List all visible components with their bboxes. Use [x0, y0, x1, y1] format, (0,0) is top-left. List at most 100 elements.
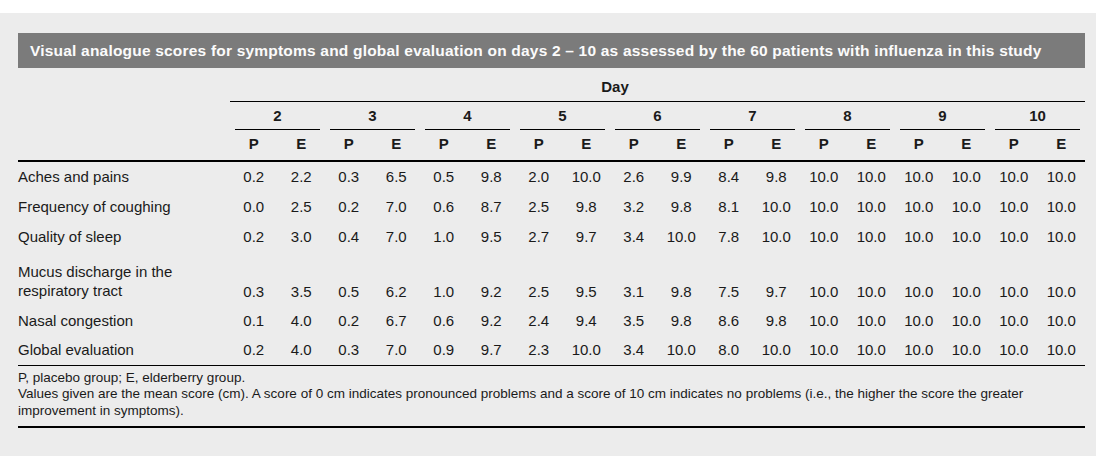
- score-cell: 2.6: [610, 161, 658, 191]
- score-cell: 2.3: [515, 335, 563, 365]
- score-cell: 7.5: [705, 251, 753, 305]
- score-cell: 9.8: [658, 191, 706, 221]
- day-column-header: 2: [230, 102, 325, 131]
- group-subheader: P: [895, 130, 943, 161]
- table-body: Aches and pains0.22.20.36.50.59.82.010.0…: [18, 161, 1085, 365]
- score-cell: 2.5: [278, 191, 326, 221]
- table-row: Aches and pains0.22.20.36.50.59.82.010.0…: [18, 161, 1085, 191]
- score-cell: 10.0: [895, 161, 943, 191]
- score-cell: 6.5: [373, 161, 421, 191]
- score-cell: 9.4: [563, 305, 611, 335]
- day-number: 10: [995, 106, 1080, 130]
- score-cell: 0.3: [230, 251, 278, 305]
- score-cell: 10.0: [990, 305, 1038, 335]
- score-cell: 9.2: [468, 251, 516, 305]
- day-number: 3: [330, 106, 415, 130]
- score-cell: 0.9: [420, 335, 468, 365]
- day-column-header: 8: [800, 102, 895, 131]
- score-cell: 6.7: [373, 305, 421, 335]
- score-cell: 10.0: [800, 161, 848, 191]
- group-subheader: P: [800, 130, 848, 161]
- table-title: Visual analogue scores for symptoms and …: [30, 42, 1042, 60]
- score-cell: 9.8: [658, 251, 706, 305]
- score-cell: 10.0: [848, 161, 896, 191]
- score-cell: 10.0: [753, 335, 801, 365]
- score-cell: 9.8: [563, 191, 611, 221]
- group-subheader: E: [278, 130, 326, 161]
- score-cell: 0.0: [230, 191, 278, 221]
- score-cell: 7.0: [373, 335, 421, 365]
- group-subheader: P: [230, 130, 278, 161]
- score-cell: 9.7: [468, 335, 516, 365]
- group-subheader: E: [468, 130, 516, 161]
- score-cell: 10.0: [895, 335, 943, 365]
- score-cell: 0.2: [230, 161, 278, 191]
- score-cell: 10.0: [800, 305, 848, 335]
- score-cell: 10.0: [563, 335, 611, 365]
- score-cell: 10.0: [1038, 305, 1086, 335]
- day-column-header: 5: [515, 102, 610, 131]
- score-cell: 2.4: [515, 305, 563, 335]
- row-label: Frequency of coughing: [18, 191, 230, 221]
- score-cell: 0.3: [325, 335, 373, 365]
- score-cell: 10.0: [848, 191, 896, 221]
- score-cell: 3.5: [610, 305, 658, 335]
- row-label: Nasal congestion: [18, 305, 230, 335]
- footnote-groups: P, placebo group; E, elderberry group.: [18, 370, 1085, 387]
- row-label: Quality of sleep: [18, 221, 230, 251]
- row-label: Mucus discharge in the respiratory tract: [18, 251, 230, 305]
- day-number: 2: [235, 106, 320, 130]
- score-cell: 8.6: [705, 305, 753, 335]
- day-number-row: 2345678910: [18, 102, 1085, 131]
- score-cell: 0.1: [230, 305, 278, 335]
- score-cell: 10.0: [800, 251, 848, 305]
- score-cell: 2.5: [515, 191, 563, 221]
- score-cell: 7.8: [705, 221, 753, 251]
- score-cell: 10.0: [753, 191, 801, 221]
- group-subheader: E: [1038, 130, 1086, 161]
- group-subheader: E: [658, 130, 706, 161]
- score-cell: 10.0: [943, 161, 991, 191]
- group-subheader: E: [563, 130, 611, 161]
- table-title-bar: Visual analogue scores for symptoms and …: [18, 33, 1085, 68]
- score-cell: 9.2: [468, 305, 516, 335]
- score-cell: 10.0: [658, 335, 706, 365]
- table-header: Day 2345678910 PEPEPEPEPEPEPEPEPE: [18, 77, 1085, 161]
- score-cell: 8.7: [468, 191, 516, 221]
- score-cell: 1.0: [420, 221, 468, 251]
- score-cell: 10.0: [943, 251, 991, 305]
- score-cell: 9.8: [753, 305, 801, 335]
- score-cell: 7.0: [373, 221, 421, 251]
- score-cell: 9.8: [658, 305, 706, 335]
- vas-scores-table: Day 2345678910 PEPEPEPEPEPEPEPEPE Aches …: [18, 77, 1085, 428]
- table-panel-inner: Visual analogue scores for symptoms and …: [0, 13, 1096, 428]
- score-cell: 9.7: [563, 221, 611, 251]
- score-cell: 9.8: [468, 161, 516, 191]
- table-row: Mucus discharge in the respiratory tract…: [18, 251, 1085, 305]
- score-cell: 0.5: [325, 251, 373, 305]
- day-number: 8: [805, 106, 890, 130]
- table-panel: Visual analogue scores for symptoms and …: [0, 13, 1096, 456]
- day-column-header: 6: [610, 102, 705, 131]
- score-cell: 10.0: [943, 221, 991, 251]
- score-cell: 3.0: [278, 221, 326, 251]
- day-column-header: 3: [325, 102, 420, 131]
- group-subheader: P: [705, 130, 753, 161]
- score-cell: 10.0: [943, 335, 991, 365]
- score-cell: 10.0: [895, 251, 943, 305]
- score-cell: 10.0: [1038, 191, 1086, 221]
- table-row: Quality of sleep0.23.00.47.01.09.52.79.7…: [18, 221, 1085, 251]
- score-cell: 10.0: [848, 221, 896, 251]
- score-cell: 1.0: [420, 251, 468, 305]
- group-subheader: P: [325, 130, 373, 161]
- day-column-header: 4: [420, 102, 515, 131]
- score-cell: 9.8: [753, 161, 801, 191]
- table-row: Nasal congestion0.14.00.26.70.69.22.49.4…: [18, 305, 1085, 335]
- score-cell: 6.2: [373, 251, 421, 305]
- score-cell: 10.0: [990, 251, 1038, 305]
- score-cell: 10.0: [1038, 251, 1086, 305]
- score-cell: 10.0: [1038, 161, 1086, 191]
- score-cell: 3.5: [278, 251, 326, 305]
- score-cell: 10.0: [990, 221, 1038, 251]
- score-cell: 8.0: [705, 335, 753, 365]
